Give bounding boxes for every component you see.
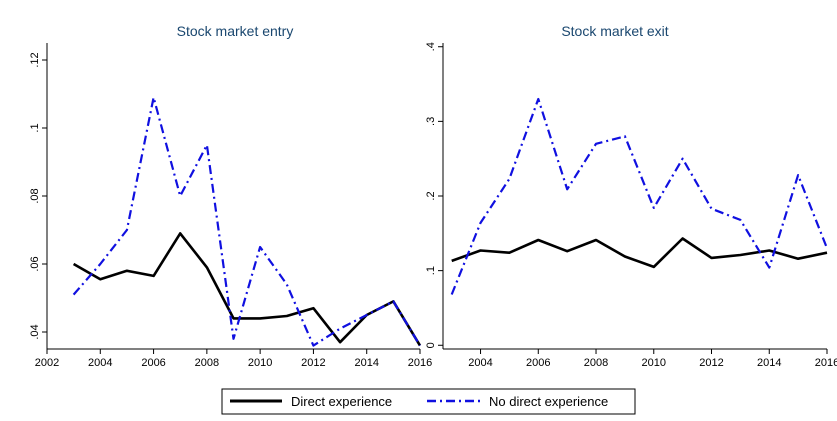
series-direct-line-entry [72, 232, 422, 347]
x-tick-label-entry: 2014 [354, 357, 378, 369]
chart-title-exit: Stock market exit [561, 23, 668, 39]
x-tick-label-exit: 2016 [815, 357, 837, 369]
panel-stock-market-entry: Stock market entry .04 .06 .08 .1 .12 2002 2004… [29, 23, 432, 369]
x-tick-label-entry: 2006 [141, 357, 165, 369]
x-tick-label-exit: 2006 [526, 357, 550, 369]
y-tick-label-entry: .04 [29, 324, 41, 339]
y-tick-label-exit: .4 [425, 42, 437, 51]
y-tick-label-exit: 0 [425, 342, 437, 348]
y-tick-label-entry: .12 [29, 52, 41, 67]
x-tick-label-entry: 2008 [195, 357, 219, 369]
x-tick-label-exit: 2012 [699, 357, 723, 369]
x-tick-label-entry: 2002 [35, 357, 59, 369]
x-tick-label-entry: 2016 [408, 357, 432, 369]
series-no-direct-line-exit [450, 97, 829, 295]
x-tick-label-exit: 2014 [757, 357, 781, 369]
y-tick-label-entry: .1 [29, 123, 41, 132]
x-tick-label-exit: 2004 [468, 357, 492, 369]
series-no-direct-line-entry [72, 96, 421, 347]
x-tick-label-entry: 2004 [88, 357, 112, 369]
x-tick-label-exit: 2008 [584, 357, 608, 369]
y-tick-label-exit: .1 [425, 266, 437, 275]
chart-title-entry: Stock market entry [177, 23, 294, 39]
y-tick-label-exit: .2 [425, 191, 437, 200]
x-tick-label-entry: 2010 [248, 357, 272, 369]
panel-stock-market-exit: Stock market exit 0 .1 .2 .3 .4 2004 2006 2008 20… [425, 23, 837, 369]
y-tick-label-entry: .08 [29, 188, 41, 203]
x-tick-label-entry: 2012 [301, 357, 325, 369]
series-direct-line-exit [451, 237, 828, 269]
y-tick-label-entry: .06 [29, 256, 41, 271]
legend-label-direct: Direct experience [291, 394, 392, 409]
x-tick-label-exit: 2010 [642, 357, 666, 369]
legend-label-no-direct: No direct experience [489, 394, 608, 409]
y-tick-label-exit: .3 [425, 117, 437, 126]
legend: Direct experience No direct experience [221, 388, 636, 415]
